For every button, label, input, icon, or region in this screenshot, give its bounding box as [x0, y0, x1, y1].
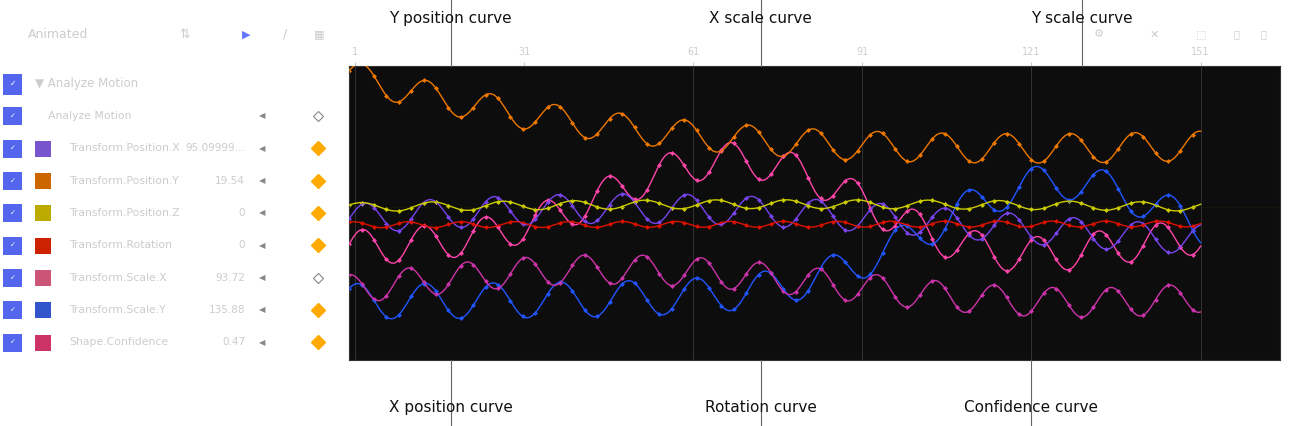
Text: ✓: ✓ [9, 79, 16, 88]
Bar [4, 301, 22, 320]
Text: ◀: ◀ [259, 112, 266, 121]
Text: ◀: ◀ [259, 208, 266, 218]
Text: ⚙: ⚙ [1093, 29, 1104, 39]
Text: ◀: ◀ [259, 338, 266, 347]
Text: ▼ Analyze Motion: ▼ Analyze Motion [35, 77, 138, 90]
Text: 0.47: 0.47 [222, 337, 245, 347]
Text: ◀: ◀ [259, 273, 266, 282]
Text: ✓: ✓ [10, 242, 16, 248]
Text: /: / [283, 28, 288, 41]
Text: Animated: Animated [27, 28, 89, 41]
Text: Analyze Motion: Analyze Motion [48, 111, 132, 121]
Text: 95.09999…: 95.09999… [185, 143, 245, 153]
Text: 19.54: 19.54 [215, 176, 245, 186]
Text: ✓: ✓ [10, 145, 16, 151]
Bar [35, 302, 51, 318]
Text: ◀: ◀ [259, 176, 266, 185]
Text: ✓: ✓ [10, 113, 16, 119]
Bar [35, 238, 51, 253]
Text: 93.72: 93.72 [215, 273, 245, 283]
Bar [4, 107, 22, 125]
Text: Transform.Rotation: Transform.Rotation [69, 240, 172, 250]
Text: X scale curve: X scale curve [709, 11, 812, 26]
Text: ▶: ▶ [242, 29, 250, 39]
Text: ✓: ✓ [10, 210, 16, 216]
Text: ◀: ◀ [259, 305, 266, 314]
Text: ✓: ✓ [10, 275, 16, 281]
Text: 🔍: 🔍 [1261, 29, 1267, 39]
Text: ◀: ◀ [259, 144, 266, 153]
Bar [4, 204, 22, 222]
Text: ⇅: ⇅ [180, 28, 190, 41]
Text: ✓: ✓ [10, 340, 16, 345]
Text: Shape.Confidence: Shape.Confidence [69, 337, 168, 347]
Text: Rotation curve: Rotation curve [705, 400, 817, 415]
Text: Y scale curve: Y scale curve [1032, 11, 1134, 26]
Text: ⬚: ⬚ [1196, 29, 1207, 39]
Text: Transform.Position.X: Transform.Position.X [69, 143, 180, 153]
Bar [35, 173, 51, 189]
Text: ▦: ▦ [314, 29, 324, 39]
Text: Y position curve: Y position curve [390, 11, 512, 26]
Text: 📷: 📷 [1233, 29, 1239, 39]
Bar [4, 74, 22, 95]
Text: 0: 0 [238, 240, 245, 250]
Text: 0: 0 [238, 208, 245, 218]
Text: Transform.Position.Z: Transform.Position.Z [69, 208, 180, 218]
Text: Transform.Scale.X: Transform.Scale.X [69, 273, 167, 283]
Bar [35, 141, 51, 157]
Text: X position curve: X position curve [388, 400, 512, 415]
Bar [4, 269, 22, 287]
Bar [35, 270, 51, 286]
Bar [4, 236, 22, 255]
Bar [4, 334, 22, 352]
Text: ✓: ✓ [10, 178, 16, 184]
Text: Transform.Scale.Y: Transform.Scale.Y [69, 305, 165, 315]
Bar [4, 140, 22, 158]
Text: 135.88: 135.88 [208, 305, 245, 315]
Text: ✕: ✕ [1149, 29, 1158, 39]
Text: ✓: ✓ [10, 307, 16, 313]
Text: Transform.Position.Y: Transform.Position.Y [69, 176, 179, 186]
Bar [35, 335, 51, 351]
Text: ◀: ◀ [259, 241, 266, 250]
Bar [35, 205, 51, 221]
Bar [4, 172, 22, 190]
Text: Confidence curve: Confidence curve [964, 400, 1098, 415]
